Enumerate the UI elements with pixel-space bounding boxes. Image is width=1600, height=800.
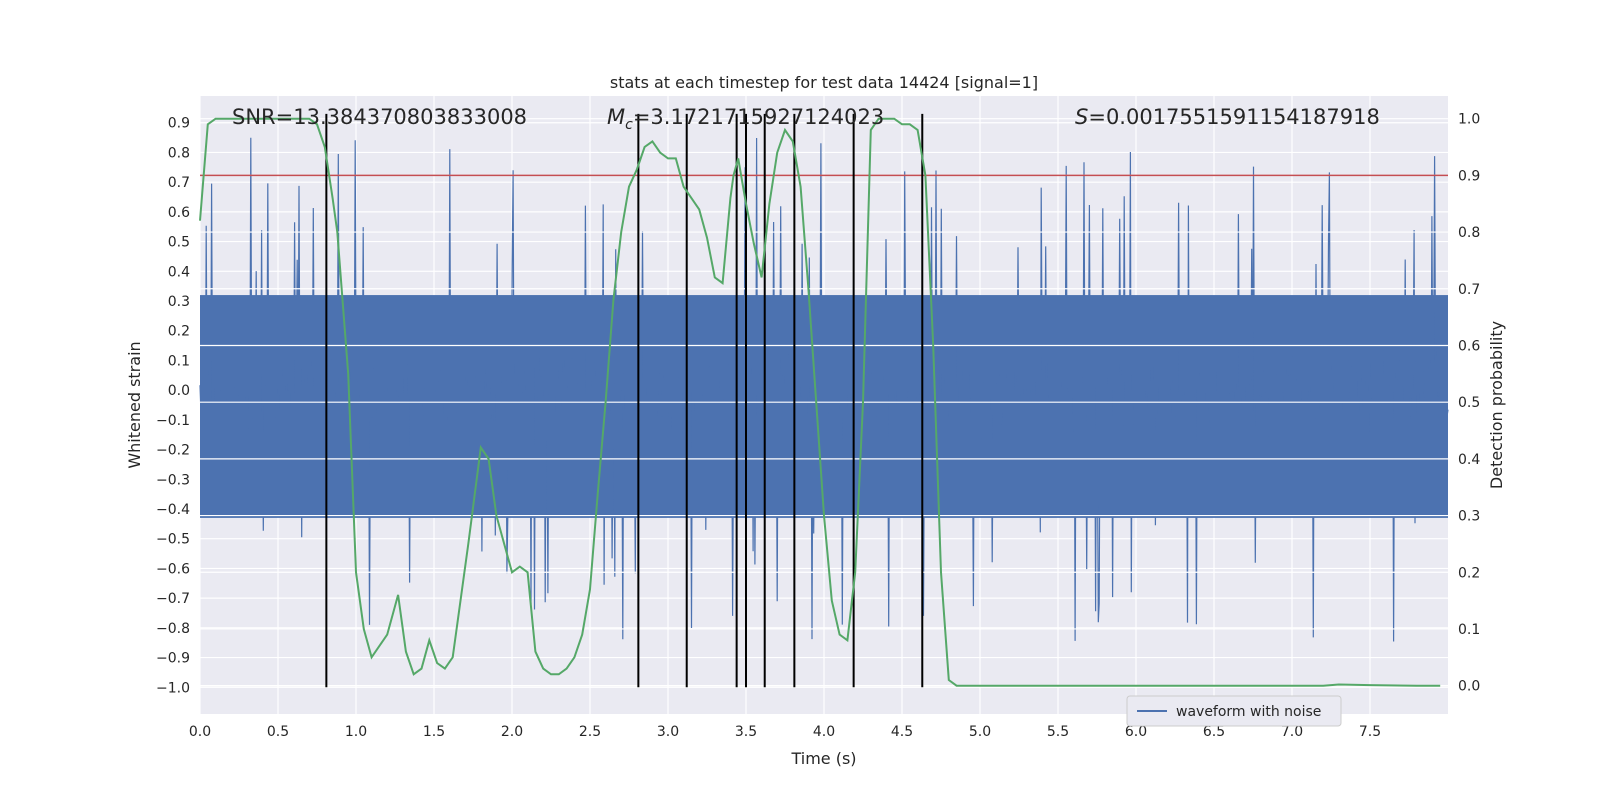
- y-tick-label: 0.6: [168, 205, 190, 221]
- s-statistic-annotation: S=0.0017551591154187918: [1075, 105, 1380, 129]
- y-tick-label: −0.6: [156, 561, 190, 577]
- y2-tick-label: 0.3: [1458, 509, 1480, 525]
- x-tick-label: 1.5: [423, 724, 445, 740]
- detection-markers: [325, 113, 924, 688]
- chart-title: stats at each timestep for test data 144…: [610, 73, 1038, 92]
- y-tick-label: 0.4: [168, 264, 190, 280]
- waveform-trace: [199, 137, 1449, 642]
- x-tick-label: 7.5: [1359, 724, 1381, 740]
- y2-tick-label: 0.1: [1458, 622, 1480, 638]
- x-tick-label: 5.0: [969, 724, 991, 740]
- y-tick-label: −0.1: [156, 413, 190, 429]
- y-tick-labels: 0.9 0.8 0.7 0.6 0.5 0.4 0.3 0.2 0.1 0.0 −0.1 −0.2 −0…: [156, 116, 190, 697]
- y2-axis-label: Detection probability: [1487, 321, 1506, 489]
- x-tick-label: 6.5: [1203, 724, 1225, 740]
- y-tick-label: −0.2: [156, 443, 190, 459]
- x-tick-label: 0.5: [267, 724, 289, 740]
- y-tick-label: 0.8: [168, 145, 190, 161]
- x-tick-label: 1.0: [345, 724, 367, 740]
- x-tick-labels: 0.0 0.5 1.0 1.5 2.0 2.5 3.0 3.5 4.0 4.5 5.0 5.5 6.0 6…: [189, 724, 1381, 740]
- x-tick-label: 3.5: [735, 724, 757, 740]
- y2-tick-label: 0.2: [1458, 565, 1480, 581]
- y-tick-label: 0.2: [168, 324, 190, 340]
- y-tick-label: −0.4: [156, 502, 190, 518]
- y-tick-label: 0.5: [168, 235, 190, 251]
- y-tick-label: −0.8: [156, 621, 190, 637]
- y-tick-label: −0.5: [156, 532, 190, 548]
- legend-label: waveform with noise: [1176, 704, 1321, 720]
- detection-probability-line: [199, 117, 1441, 687]
- x-tick-label: 4.0: [813, 724, 835, 740]
- x-axis-label: Time (s): [790, 749, 856, 768]
- y-tick-label: −0.9: [156, 651, 190, 667]
- x-tick-label: 0.0: [189, 724, 211, 740]
- y-tick-label: 0.7: [168, 175, 190, 191]
- y-tick-label: −0.3: [156, 472, 190, 488]
- snr-annotation: SNR=13.384370803833008: [232, 105, 527, 129]
- y-tick-label: 0.3: [168, 294, 190, 310]
- y2-tick-label: 0.4: [1458, 452, 1480, 468]
- y2-tick-label: 0.5: [1458, 395, 1480, 411]
- waveform-series: [199, 137, 1449, 642]
- y-tick-label: 0.1: [168, 353, 190, 369]
- y-tick-label: −0.7: [156, 591, 190, 607]
- y2-tick-label: 0.7: [1458, 282, 1480, 298]
- x-tick-label: 6.0: [1125, 724, 1147, 740]
- x-tick-label: 7.0: [1281, 724, 1303, 740]
- y2-tick-label: 0.9: [1458, 168, 1480, 184]
- y-tick-label: −1.0: [156, 680, 190, 696]
- legend: waveform with noise: [1126, 695, 1342, 727]
- x-tick-label: 2.0: [501, 724, 523, 740]
- y2-tick-label: 0.6: [1458, 338, 1480, 354]
- y-tick-label: 0.0: [168, 383, 190, 399]
- y-axis-label: Whitened strain: [125, 341, 144, 468]
- x-tick-label: 3.0: [657, 724, 679, 740]
- y2-tick-labels: 1.0 0.9 0.8 0.7 0.6 0.5 0.4 0.3 0.2 0.1 0.0: [1458, 112, 1480, 695]
- y2-tick-label: 1.0: [1458, 112, 1480, 128]
- y2-tick-label: 0.0: [1458, 679, 1480, 695]
- legend-box: [1126, 695, 1342, 727]
- x-tick-label: 4.5: [891, 724, 913, 740]
- x-tick-label: 5.5: [1047, 724, 1069, 740]
- x-tick-label: 2.5: [579, 724, 601, 740]
- y-tick-label: 0.9: [168, 116, 190, 132]
- y2-tick-label: 0.8: [1458, 225, 1480, 241]
- chirp-mass-annotation: Mc=3.1721715927124023: [607, 105, 884, 133]
